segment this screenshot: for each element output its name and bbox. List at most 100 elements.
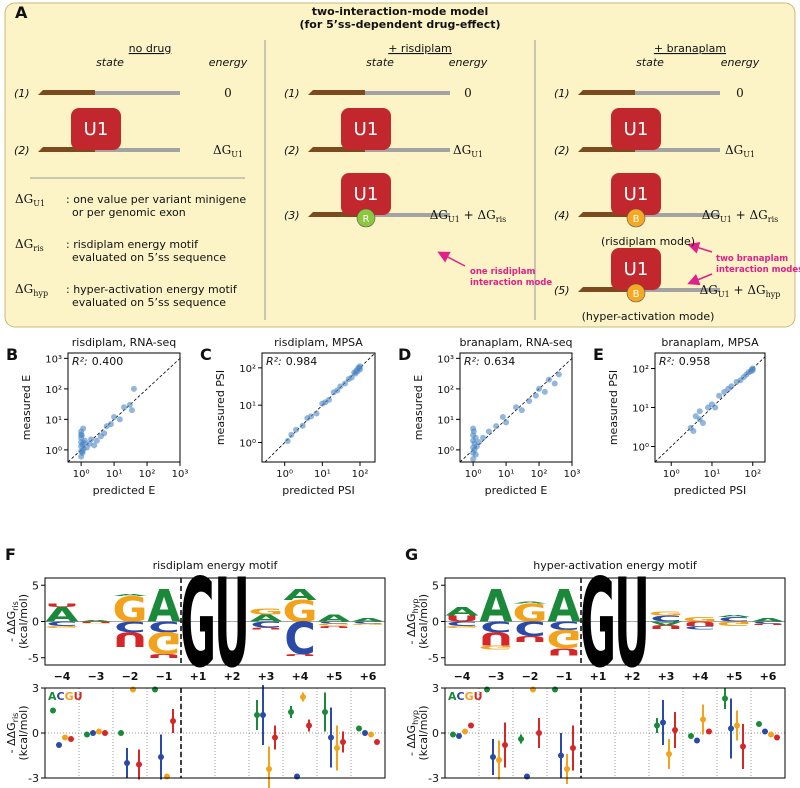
y-tick-label: 10¹ bbox=[45, 415, 62, 426]
y-tick-label: 10⁰ bbox=[45, 446, 62, 457]
diagonal bbox=[264, 352, 376, 463]
intron bbox=[365, 148, 450, 152]
logo-letter: C bbox=[752, 621, 783, 624]
point bbox=[118, 730, 124, 736]
y-axis-unit: (kcal/mol) bbox=[17, 705, 30, 760]
r2-value: 0.984 bbox=[286, 355, 318, 368]
point bbox=[124, 760, 130, 766]
point bbox=[774, 734, 780, 741]
y-tick-label: 5 bbox=[32, 579, 39, 592]
point bbox=[472, 451, 479, 458]
position-label: +6 bbox=[760, 670, 777, 683]
plot-frame bbox=[261, 352, 376, 463]
definition: : hyper-activation energy motif bbox=[66, 283, 238, 296]
math-sub: ris bbox=[496, 215, 507, 224]
point bbox=[50, 707, 56, 714]
point bbox=[660, 719, 666, 726]
intron bbox=[635, 91, 720, 95]
point bbox=[352, 370, 359, 377]
point bbox=[570, 745, 576, 751]
point bbox=[468, 722, 474, 729]
position-label: +4 bbox=[292, 670, 309, 683]
point bbox=[328, 734, 334, 741]
y-axis-label: - ΔΔGhyp bbox=[405, 599, 420, 645]
plot-frame bbox=[44, 687, 386, 779]
logo-letter: C bbox=[352, 621, 383, 624]
math-part: + ΔG bbox=[460, 208, 496, 222]
y-label-part: - ΔΔG bbox=[5, 722, 18, 753]
row-number: (3) bbox=[284, 209, 300, 222]
point bbox=[728, 383, 735, 390]
point bbox=[334, 745, 340, 751]
definition: : risdiplam energy motif bbox=[66, 238, 199, 251]
x-tick-label: 10¹ bbox=[704, 469, 721, 480]
y-tick-label: -5 bbox=[28, 652, 39, 665]
exon bbox=[578, 90, 635, 95]
point bbox=[90, 730, 96, 736]
y-label-sub: ris bbox=[11, 601, 20, 611]
y-tick-label: 0 bbox=[32, 727, 39, 740]
math-text: ΔGU1 bbox=[453, 143, 483, 159]
point bbox=[666, 751, 672, 757]
logo-letter: G bbox=[44, 625, 79, 628]
math-part: + ΔG bbox=[730, 283, 766, 297]
logo-letter: G bbox=[444, 625, 479, 628]
point bbox=[700, 716, 706, 723]
point bbox=[513, 404, 519, 411]
panel-label: C bbox=[200, 345, 212, 364]
y-tick-label: 5 bbox=[432, 579, 439, 592]
logo-letter: U bbox=[283, 653, 318, 656]
logo-letter: U bbox=[513, 634, 548, 643]
position-label: +5 bbox=[326, 670, 343, 683]
y-unit: (kcal/mol) bbox=[17, 705, 30, 760]
row-number: (5) bbox=[554, 284, 570, 297]
logo-letter: C bbox=[548, 618, 579, 632]
logo-letter: A bbox=[351, 618, 385, 623]
logo-letter: G bbox=[716, 620, 751, 627]
logo-letter: C bbox=[684, 625, 715, 630]
point bbox=[728, 725, 734, 732]
y-label-sub: ris bbox=[11, 713, 20, 723]
panel-a-box bbox=[4, 2, 796, 328]
math-part: ΔG bbox=[725, 143, 743, 157]
point bbox=[762, 728, 768, 735]
y-axis-label: - ΔΔGris bbox=[5, 713, 20, 754]
math-part: 0 bbox=[464, 86, 472, 100]
point bbox=[116, 416, 123, 423]
x-axis-label: predicted E bbox=[93, 484, 156, 497]
r2-value: 0.958 bbox=[679, 355, 711, 368]
point bbox=[484, 686, 490, 693]
point bbox=[80, 425, 87, 432]
r2-name: R²: bbox=[266, 355, 282, 368]
state-heading: state bbox=[96, 56, 124, 69]
point bbox=[551, 380, 558, 387]
logo-letter: U bbox=[445, 615, 480, 624]
point bbox=[260, 712, 266, 718]
logo-letter: C bbox=[318, 621, 349, 624]
point bbox=[475, 439, 482, 446]
consensus-letter: U bbox=[214, 553, 250, 695]
logo-letter: A bbox=[513, 601, 547, 604]
point bbox=[356, 725, 362, 732]
point bbox=[496, 757, 502, 763]
intron bbox=[365, 91, 450, 95]
legend-entry: G bbox=[465, 690, 474, 703]
math-sub: U1 bbox=[718, 290, 730, 299]
point bbox=[706, 728, 712, 735]
logo-letter: G bbox=[146, 625, 181, 660]
point bbox=[654, 722, 660, 729]
consensus-letter: G bbox=[180, 553, 216, 695]
math-text: 0 bbox=[224, 86, 232, 100]
point bbox=[80, 439, 87, 446]
logo-letter: U bbox=[479, 628, 514, 649]
point bbox=[62, 734, 68, 741]
annotation: one risdiplam bbox=[470, 267, 536, 277]
logo-letter: A bbox=[649, 620, 683, 626]
logo-letter: C bbox=[46, 620, 77, 627]
point bbox=[555, 371, 562, 378]
legend-entry: U bbox=[74, 690, 83, 703]
point bbox=[101, 430, 108, 437]
legend-entry: A bbox=[448, 690, 457, 703]
y-axis-unit: (kcal/mol) bbox=[17, 594, 30, 649]
point bbox=[79, 448, 86, 455]
